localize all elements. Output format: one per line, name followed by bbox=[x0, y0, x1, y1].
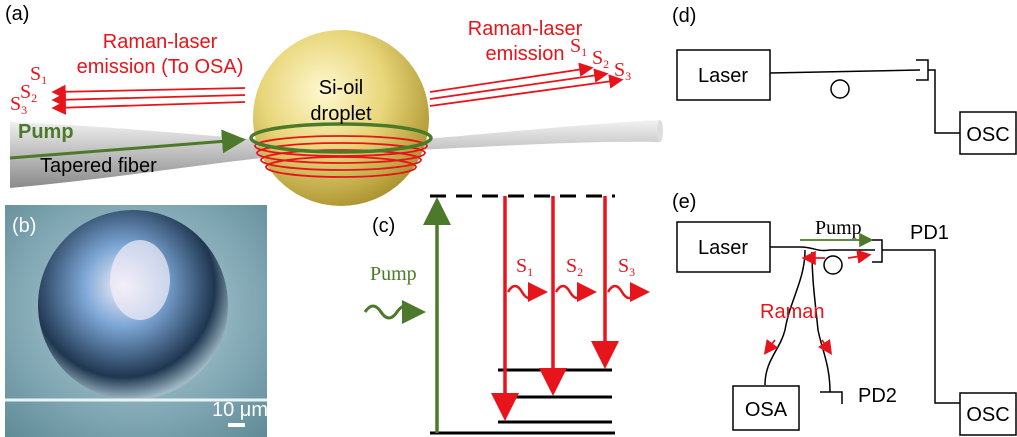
pump-label: Pump bbox=[18, 121, 74, 143]
label-part: S bbox=[10, 93, 21, 115]
pump-label: Pump bbox=[815, 217, 862, 239]
fiber-line bbox=[770, 70, 920, 73]
panel-label: (c) bbox=[372, 215, 395, 237]
label-part: S bbox=[516, 255, 527, 277]
label-part: 1 bbox=[581, 45, 587, 59]
label-part: 3 bbox=[629, 265, 635, 279]
stokes-label: S3 bbox=[618, 255, 635, 279]
shape bbox=[556, 286, 592, 298]
shape bbox=[608, 286, 645, 298]
shape bbox=[766, 340, 775, 352]
pd1-label: PD1 bbox=[910, 222, 949, 244]
fiber-end bbox=[657, 120, 663, 142]
pd1 bbox=[872, 240, 960, 403]
stokes-label: S1 bbox=[516, 255, 533, 279]
scale-label: 10 μm bbox=[212, 399, 268, 421]
osa-label: OSA bbox=[745, 399, 788, 421]
label-part: 2 bbox=[603, 57, 609, 71]
figure: (a) Pump Tapered fiber Si-oil droplet Ra… bbox=[0, 0, 1017, 437]
detector bbox=[916, 60, 960, 133]
label-part: 2 bbox=[31, 91, 37, 105]
shape bbox=[55, 95, 245, 100]
label-part: S bbox=[614, 59, 625, 81]
pump-wave bbox=[365, 306, 420, 318]
fiber-line bbox=[770, 247, 875, 250]
stokes-waves bbox=[508, 286, 645, 298]
pump-label: Pump bbox=[370, 263, 417, 285]
stokes-label: S1 bbox=[570, 35, 587, 59]
emission-label: emission (To OSA) bbox=[77, 56, 244, 78]
droplet-label: Si-oil bbox=[319, 77, 363, 99]
emission-label: Raman-laser bbox=[103, 31, 218, 53]
resonator bbox=[824, 256, 842, 274]
panel-label: (a) bbox=[5, 3, 29, 25]
pd2 bbox=[820, 392, 842, 404]
shape bbox=[848, 255, 868, 258]
emission-label: emission bbox=[486, 43, 565, 65]
shape bbox=[55, 88, 245, 92]
panel-label: (d) bbox=[672, 5, 696, 27]
stokes-label: S2 bbox=[592, 47, 609, 71]
osc-label: OSC bbox=[966, 124, 1009, 146]
panel-label: (e) bbox=[672, 191, 696, 213]
left-emission-arrows bbox=[55, 88, 245, 108]
label-part: S bbox=[618, 255, 629, 277]
pd2-label: PD2 bbox=[858, 385, 897, 407]
label-part: S bbox=[570, 35, 581, 57]
label-part: 1 bbox=[41, 73, 47, 87]
emission-label: Raman-laser bbox=[468, 18, 583, 40]
label-part: 3 bbox=[625, 69, 631, 83]
panel-label: (b) bbox=[12, 215, 36, 237]
shape bbox=[55, 102, 245, 108]
laser-label: Laser bbox=[698, 65, 748, 87]
raman-label: Raman bbox=[760, 301, 824, 323]
label-part: 2 bbox=[577, 265, 583, 279]
label-part: 3 bbox=[21, 103, 27, 117]
stokes-label: S1 bbox=[30, 63, 47, 87]
stokes-label: S3 bbox=[614, 59, 631, 83]
energy-levels bbox=[430, 370, 615, 433]
label-part: S bbox=[30, 63, 41, 85]
label-part: 1 bbox=[527, 265, 533, 279]
label-part: S bbox=[592, 47, 603, 69]
fiber-label: Tapered fiber bbox=[40, 155, 157, 177]
label-part: S bbox=[20, 81, 31, 103]
laser-label: Laser bbox=[698, 237, 748, 259]
shape bbox=[430, 80, 620, 106]
label-part: S bbox=[566, 255, 577, 277]
highlight bbox=[110, 240, 170, 320]
osc-label: OSC bbox=[966, 404, 1009, 426]
stokes-transitions bbox=[505, 196, 605, 414]
stokes-label: S2 bbox=[566, 255, 583, 279]
droplet-label: droplet bbox=[310, 103, 372, 125]
right-emission-arrows bbox=[430, 68, 620, 106]
shape bbox=[508, 286, 543, 298]
resonator bbox=[831, 80, 849, 98]
